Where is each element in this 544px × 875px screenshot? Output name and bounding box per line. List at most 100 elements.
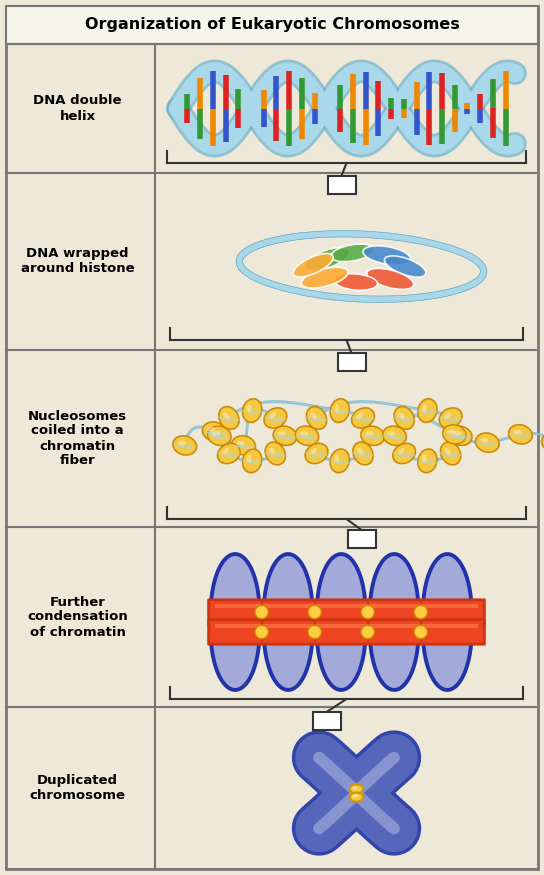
Text: DNA wrapped
around histone: DNA wrapped around histone xyxy=(21,248,134,276)
Ellipse shape xyxy=(304,443,329,465)
Ellipse shape xyxy=(217,443,241,465)
Ellipse shape xyxy=(357,412,363,419)
Polygon shape xyxy=(423,632,472,690)
Ellipse shape xyxy=(247,454,251,463)
Ellipse shape xyxy=(178,441,186,445)
Ellipse shape xyxy=(418,399,437,423)
Ellipse shape xyxy=(352,408,374,428)
Ellipse shape xyxy=(476,433,499,452)
Ellipse shape xyxy=(350,784,363,794)
Ellipse shape xyxy=(394,407,414,430)
Ellipse shape xyxy=(442,424,467,444)
Ellipse shape xyxy=(308,606,322,619)
Ellipse shape xyxy=(474,432,500,453)
Ellipse shape xyxy=(308,626,322,639)
Ellipse shape xyxy=(208,426,231,445)
Ellipse shape xyxy=(222,448,230,454)
Ellipse shape xyxy=(387,431,395,436)
Ellipse shape xyxy=(367,269,413,290)
Ellipse shape xyxy=(212,431,220,436)
Ellipse shape xyxy=(444,448,451,454)
Ellipse shape xyxy=(305,444,328,464)
Bar xyxy=(348,530,375,548)
Ellipse shape xyxy=(508,424,533,444)
Ellipse shape xyxy=(237,441,245,445)
Ellipse shape xyxy=(334,274,378,290)
Ellipse shape xyxy=(330,449,349,472)
Ellipse shape xyxy=(293,254,333,277)
Ellipse shape xyxy=(393,444,416,464)
Ellipse shape xyxy=(352,786,358,789)
Ellipse shape xyxy=(352,794,358,798)
Ellipse shape xyxy=(242,448,263,473)
Ellipse shape xyxy=(306,406,327,430)
Ellipse shape xyxy=(440,441,462,466)
Ellipse shape xyxy=(438,407,463,429)
Ellipse shape xyxy=(310,448,317,454)
Ellipse shape xyxy=(269,412,276,419)
Ellipse shape xyxy=(222,412,230,419)
Polygon shape xyxy=(370,632,419,690)
Ellipse shape xyxy=(173,436,196,455)
Ellipse shape xyxy=(201,421,227,442)
Ellipse shape xyxy=(218,444,240,464)
Ellipse shape xyxy=(541,432,544,453)
Ellipse shape xyxy=(304,248,350,270)
Ellipse shape xyxy=(414,606,428,619)
Bar xyxy=(6,6,538,44)
Ellipse shape xyxy=(357,448,363,454)
Ellipse shape xyxy=(393,406,415,430)
Ellipse shape xyxy=(447,425,473,446)
Ellipse shape xyxy=(414,626,428,639)
Ellipse shape xyxy=(310,412,317,419)
Ellipse shape xyxy=(273,426,296,445)
Ellipse shape xyxy=(366,431,374,436)
Ellipse shape xyxy=(243,449,262,472)
Ellipse shape xyxy=(398,412,405,419)
Ellipse shape xyxy=(329,398,350,424)
Ellipse shape xyxy=(449,426,472,445)
Ellipse shape xyxy=(422,404,427,412)
Ellipse shape xyxy=(418,449,437,472)
Ellipse shape xyxy=(294,425,320,446)
Ellipse shape xyxy=(447,430,455,434)
Ellipse shape xyxy=(255,626,268,639)
Ellipse shape xyxy=(398,448,405,454)
Ellipse shape xyxy=(172,435,197,456)
Ellipse shape xyxy=(351,407,375,429)
Ellipse shape xyxy=(278,431,286,436)
Ellipse shape xyxy=(295,426,319,445)
Ellipse shape xyxy=(264,441,286,466)
Ellipse shape xyxy=(514,430,522,434)
Ellipse shape xyxy=(360,425,386,446)
Ellipse shape xyxy=(383,426,406,445)
Ellipse shape xyxy=(264,408,287,428)
Ellipse shape xyxy=(272,425,298,446)
Polygon shape xyxy=(211,632,259,690)
Text: Further
condensation
of chromatin: Further condensation of chromatin xyxy=(27,596,128,639)
Ellipse shape xyxy=(301,267,348,288)
Text: Organization of Eukaryotic Chromosomes: Organization of Eukaryotic Chromosomes xyxy=(85,18,459,32)
Ellipse shape xyxy=(352,441,374,466)
Ellipse shape xyxy=(242,398,263,424)
Ellipse shape xyxy=(335,454,339,463)
Ellipse shape xyxy=(306,407,326,430)
Text: Nucleosomes
coiled into a
chromatin
fiber: Nucleosomes coiled into a chromatin fibe… xyxy=(28,410,127,467)
Ellipse shape xyxy=(263,407,288,429)
Bar xyxy=(337,353,366,371)
Polygon shape xyxy=(423,554,472,612)
Ellipse shape xyxy=(247,404,251,412)
Polygon shape xyxy=(317,632,366,690)
Polygon shape xyxy=(317,554,366,612)
Ellipse shape xyxy=(361,426,384,445)
Ellipse shape xyxy=(331,244,374,262)
Ellipse shape xyxy=(255,606,268,619)
Ellipse shape xyxy=(443,424,466,444)
Ellipse shape xyxy=(353,442,373,465)
Bar xyxy=(312,712,341,730)
Ellipse shape xyxy=(243,399,262,423)
Ellipse shape xyxy=(219,407,239,430)
Ellipse shape xyxy=(330,399,349,423)
Ellipse shape xyxy=(382,425,407,446)
Bar xyxy=(327,176,355,194)
